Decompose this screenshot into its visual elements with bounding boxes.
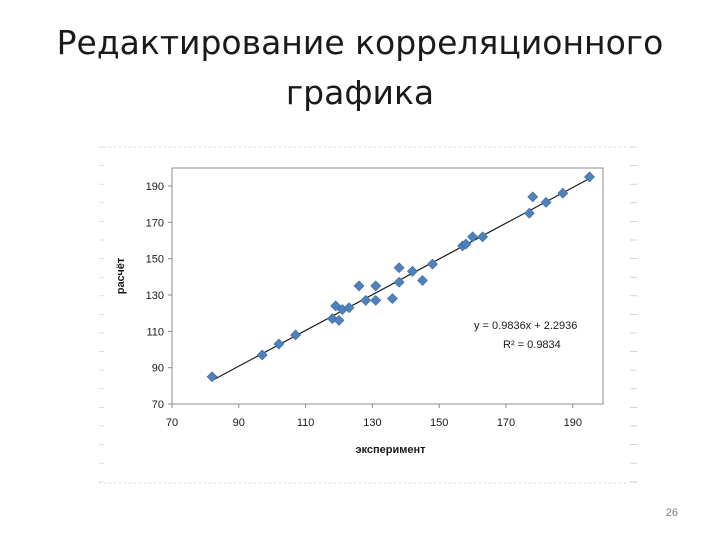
x-tick-label: 110 bbox=[297, 417, 315, 429]
slide-title-line-2: графика bbox=[285, 73, 435, 112]
data-point bbox=[557, 187, 569, 199]
trendline-r-squared: R² = 0.9834 bbox=[503, 339, 561, 351]
x-tick-label: 190 bbox=[564, 417, 582, 429]
y-tick-label: 150 bbox=[146, 254, 164, 266]
chart-axes: 70 90 110 130 150 170 190 70 90 110 130 150 170 190 bbox=[146, 167, 604, 429]
x-tick-label: 170 bbox=[497, 417, 515, 429]
data-point bbox=[273, 338, 285, 350]
data-point bbox=[584, 171, 595, 183]
data-point bbox=[370, 280, 382, 292]
y-tick-label: 170 bbox=[146, 217, 164, 229]
data-point bbox=[256, 349, 268, 361]
data-point bbox=[370, 295, 382, 306]
page-number: 26 bbox=[665, 507, 678, 519]
chart-frame bbox=[99, 146, 637, 484]
data-point bbox=[387, 293, 398, 305]
data-point bbox=[467, 231, 479, 243]
data-point bbox=[407, 265, 418, 277]
data-point bbox=[527, 191, 539, 203]
data-point bbox=[206, 371, 218, 383]
chart-labels: эксперимент расчёт y = 0.9836x + 2.2936 R² … bbox=[115, 257, 577, 456]
data-point bbox=[333, 314, 345, 326]
data-point bbox=[460, 238, 472, 250]
x-axis-title: эксперимент bbox=[355, 444, 426, 456]
data-point bbox=[393, 276, 405, 288]
x-tick-label: 70 bbox=[166, 417, 178, 429]
y-tick-label: 90 bbox=[152, 363, 164, 375]
slide-title: Редактирование корреляционного графика bbox=[40, 18, 680, 118]
y-tick-label: 190 bbox=[146, 181, 164, 193]
x-tick-label: 130 bbox=[363, 417, 381, 429]
x-tick-label: 150 bbox=[430, 417, 448, 429]
data-point bbox=[477, 231, 489, 243]
slide-title-line-1: Редактирование корреляционного bbox=[56, 23, 664, 62]
data-point bbox=[353, 280, 365, 292]
data-point bbox=[523, 207, 535, 219]
data-point bbox=[540, 196, 552, 208]
data-point bbox=[360, 295, 372, 306]
y-axis-title: расчёт bbox=[115, 257, 127, 294]
y-tick-label: 130 bbox=[146, 290, 164, 302]
y-tick-label: 70 bbox=[152, 399, 164, 411]
data-point bbox=[343, 302, 355, 314]
data-point bbox=[417, 275, 428, 286]
y-tick-label: 110 bbox=[146, 326, 164, 338]
trendline-equation: y = 0.9836x + 2.2936 bbox=[474, 320, 577, 332]
data-point bbox=[427, 258, 438, 270]
data-point bbox=[290, 329, 302, 341]
data-point bbox=[393, 262, 405, 274]
plot-area-border bbox=[171, 167, 604, 405]
data-points bbox=[206, 171, 595, 383]
x-tick-label: 90 bbox=[233, 417, 245, 429]
